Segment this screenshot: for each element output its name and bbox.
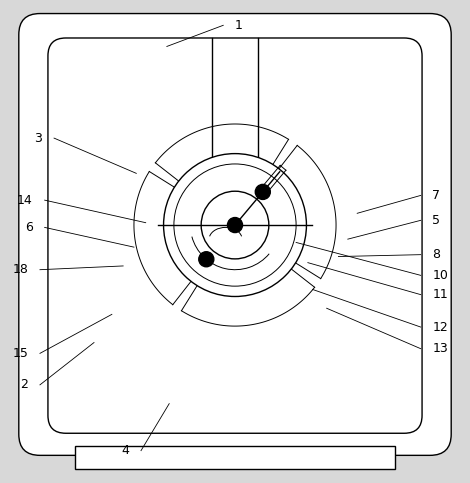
Text: 15: 15 bbox=[12, 347, 28, 360]
Circle shape bbox=[201, 191, 269, 259]
Bar bbox=[141, 298, 329, 446]
Circle shape bbox=[255, 185, 270, 199]
Text: 8: 8 bbox=[432, 248, 440, 261]
Text: 2: 2 bbox=[20, 378, 28, 391]
Text: 13: 13 bbox=[432, 342, 448, 355]
Text: 6: 6 bbox=[25, 221, 33, 234]
Text: 14: 14 bbox=[17, 194, 33, 207]
Text: 12: 12 bbox=[432, 321, 448, 334]
Circle shape bbox=[199, 252, 214, 267]
Bar bbox=[75, 446, 395, 469]
Text: 7: 7 bbox=[432, 189, 440, 202]
Circle shape bbox=[227, 217, 243, 233]
Text: 4: 4 bbox=[121, 444, 129, 457]
Text: 1: 1 bbox=[235, 19, 243, 32]
FancyBboxPatch shape bbox=[19, 14, 451, 455]
Text: 10: 10 bbox=[432, 269, 448, 282]
Text: 5: 5 bbox=[432, 214, 440, 227]
Circle shape bbox=[164, 154, 306, 297]
Text: 18: 18 bbox=[12, 263, 28, 276]
Text: 3: 3 bbox=[34, 131, 42, 144]
Text: 11: 11 bbox=[432, 288, 448, 301]
